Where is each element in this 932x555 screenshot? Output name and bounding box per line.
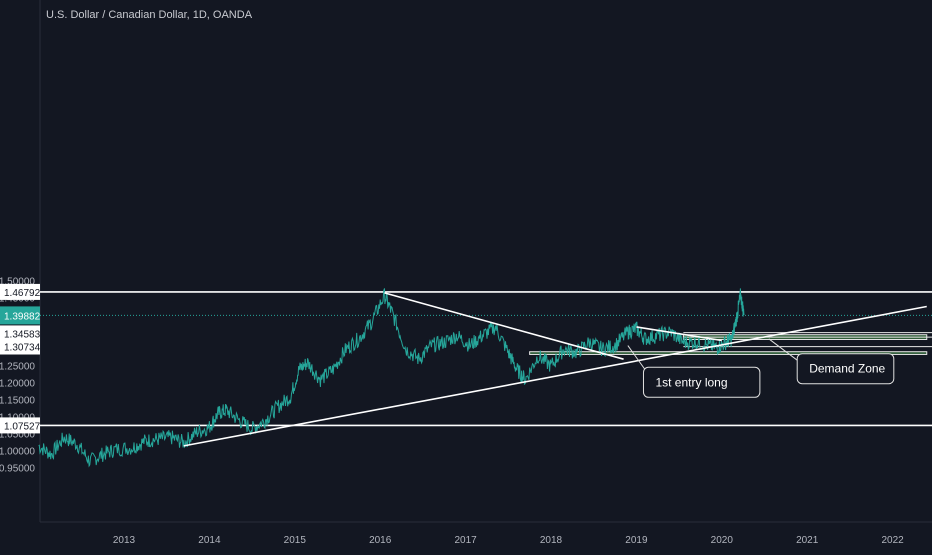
price-series-line (38, 288, 745, 468)
price-axis-badge (0, 338, 40, 355)
last-price-label: 1.39882 (4, 311, 41, 322)
last-price-badge (0, 306, 40, 325)
trend-line (636, 326, 722, 342)
x-tick-label: 2019 (625, 535, 648, 546)
annotation-box (642, 366, 761, 398)
x-tick-label: 2017 (454, 535, 477, 546)
y-tick-label: 1.25000 (0, 362, 35, 373)
y-tick-label: 1.05000 (0, 430, 35, 441)
x-tick-label: 2022 (881, 535, 904, 546)
price-axis-badge (0, 417, 40, 434)
x-tick-label: 2015 (284, 535, 307, 546)
annotation-text: Demand Zone (809, 362, 885, 376)
y-tick-label: 1.20000 (0, 379, 35, 390)
price-axis-badge (0, 325, 40, 342)
x-tick-label: 2018 (540, 535, 563, 546)
x-tick-label: 2014 (198, 535, 221, 546)
price-axis-label: 1.07527 (4, 421, 41, 432)
y-tick-label: 1.00000 (0, 447, 35, 458)
trend-line (384, 292, 624, 360)
price-axis-label: 1.34583 (4, 329, 41, 340)
y-tick-label: 1.15000 (0, 396, 35, 407)
x-tick-label: 2021 (796, 535, 819, 546)
chart-title: U.S. Dollar / Canadian Dollar, 1D, OANDA (46, 9, 253, 21)
price-axis-label: 1.46792 (4, 288, 41, 299)
price-axis-badge (0, 283, 40, 300)
annotation-text: 1st entry long (655, 375, 727, 389)
x-tick-label: 2020 (711, 535, 734, 546)
y-tick-label: 1.50000 (0, 277, 35, 288)
price-axis-label: 1.30734 (4, 343, 41, 354)
demand-zone-lower-zone (529, 351, 928, 355)
x-tick-label: 2013 (113, 535, 136, 546)
y-tick-label: 0.95000 (0, 464, 35, 475)
x-tick-label: 2016 (369, 535, 392, 546)
trend-line (183, 305, 927, 447)
annotation-box (796, 353, 895, 385)
